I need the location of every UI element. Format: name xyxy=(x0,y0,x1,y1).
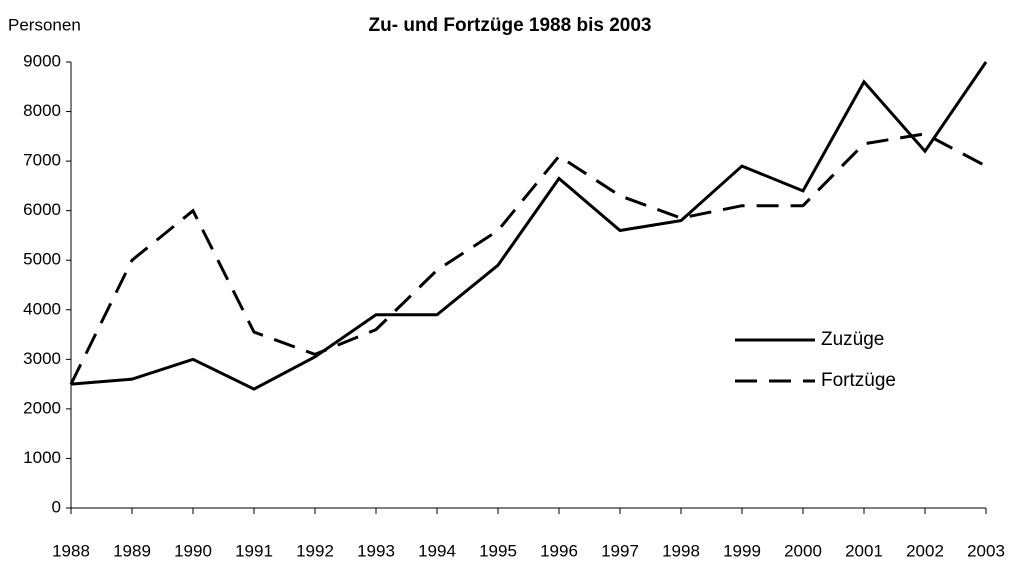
chart-title: Zu- und Fortzüge 1988 bis 2003 xyxy=(369,15,652,36)
legend-label: Fortzüge xyxy=(821,370,896,391)
legend-label: Zuzüge xyxy=(821,329,884,350)
y-tick-label: 6000 xyxy=(23,200,61,219)
x-tick-label: 2000 xyxy=(784,541,822,560)
x-tick-label: 1988 xyxy=(52,541,90,560)
x-tick-label: 2002 xyxy=(906,541,944,560)
y-tick-label: 0 xyxy=(52,497,61,516)
x-tick-label: 1991 xyxy=(235,541,273,560)
x-tick-label: 1990 xyxy=(174,541,212,560)
x-tick-label: 1996 xyxy=(540,541,578,560)
x-tick-label: 1998 xyxy=(662,541,700,560)
x-tick-label: 2001 xyxy=(845,541,883,560)
x-tick-label: 1995 xyxy=(479,541,517,560)
y-tick-label: 7000 xyxy=(23,151,61,170)
x-tick-label: 1999 xyxy=(723,541,761,560)
y-tick-label: 2000 xyxy=(23,398,61,417)
x-tick-label: 1997 xyxy=(601,541,639,560)
x-tick-label: 2003 xyxy=(967,541,1005,560)
y-tick-label: 5000 xyxy=(23,250,61,269)
series-line xyxy=(70,61,988,391)
y-tick-label: 1000 xyxy=(23,448,61,467)
y-tick-label: 8000 xyxy=(23,101,61,120)
y-tick-label: 3000 xyxy=(23,349,61,368)
y-tick-label: 9000 xyxy=(23,51,61,70)
series-line xyxy=(69,132,987,385)
y-tick-label: 4000 xyxy=(23,299,61,318)
x-tick-label: 1989 xyxy=(113,541,151,560)
x-tick-label: 1994 xyxy=(418,541,456,560)
x-tick-label: 1992 xyxy=(296,541,334,560)
x-tick-label: 1993 xyxy=(357,541,395,560)
y-axis-label: Personen xyxy=(8,15,81,34)
